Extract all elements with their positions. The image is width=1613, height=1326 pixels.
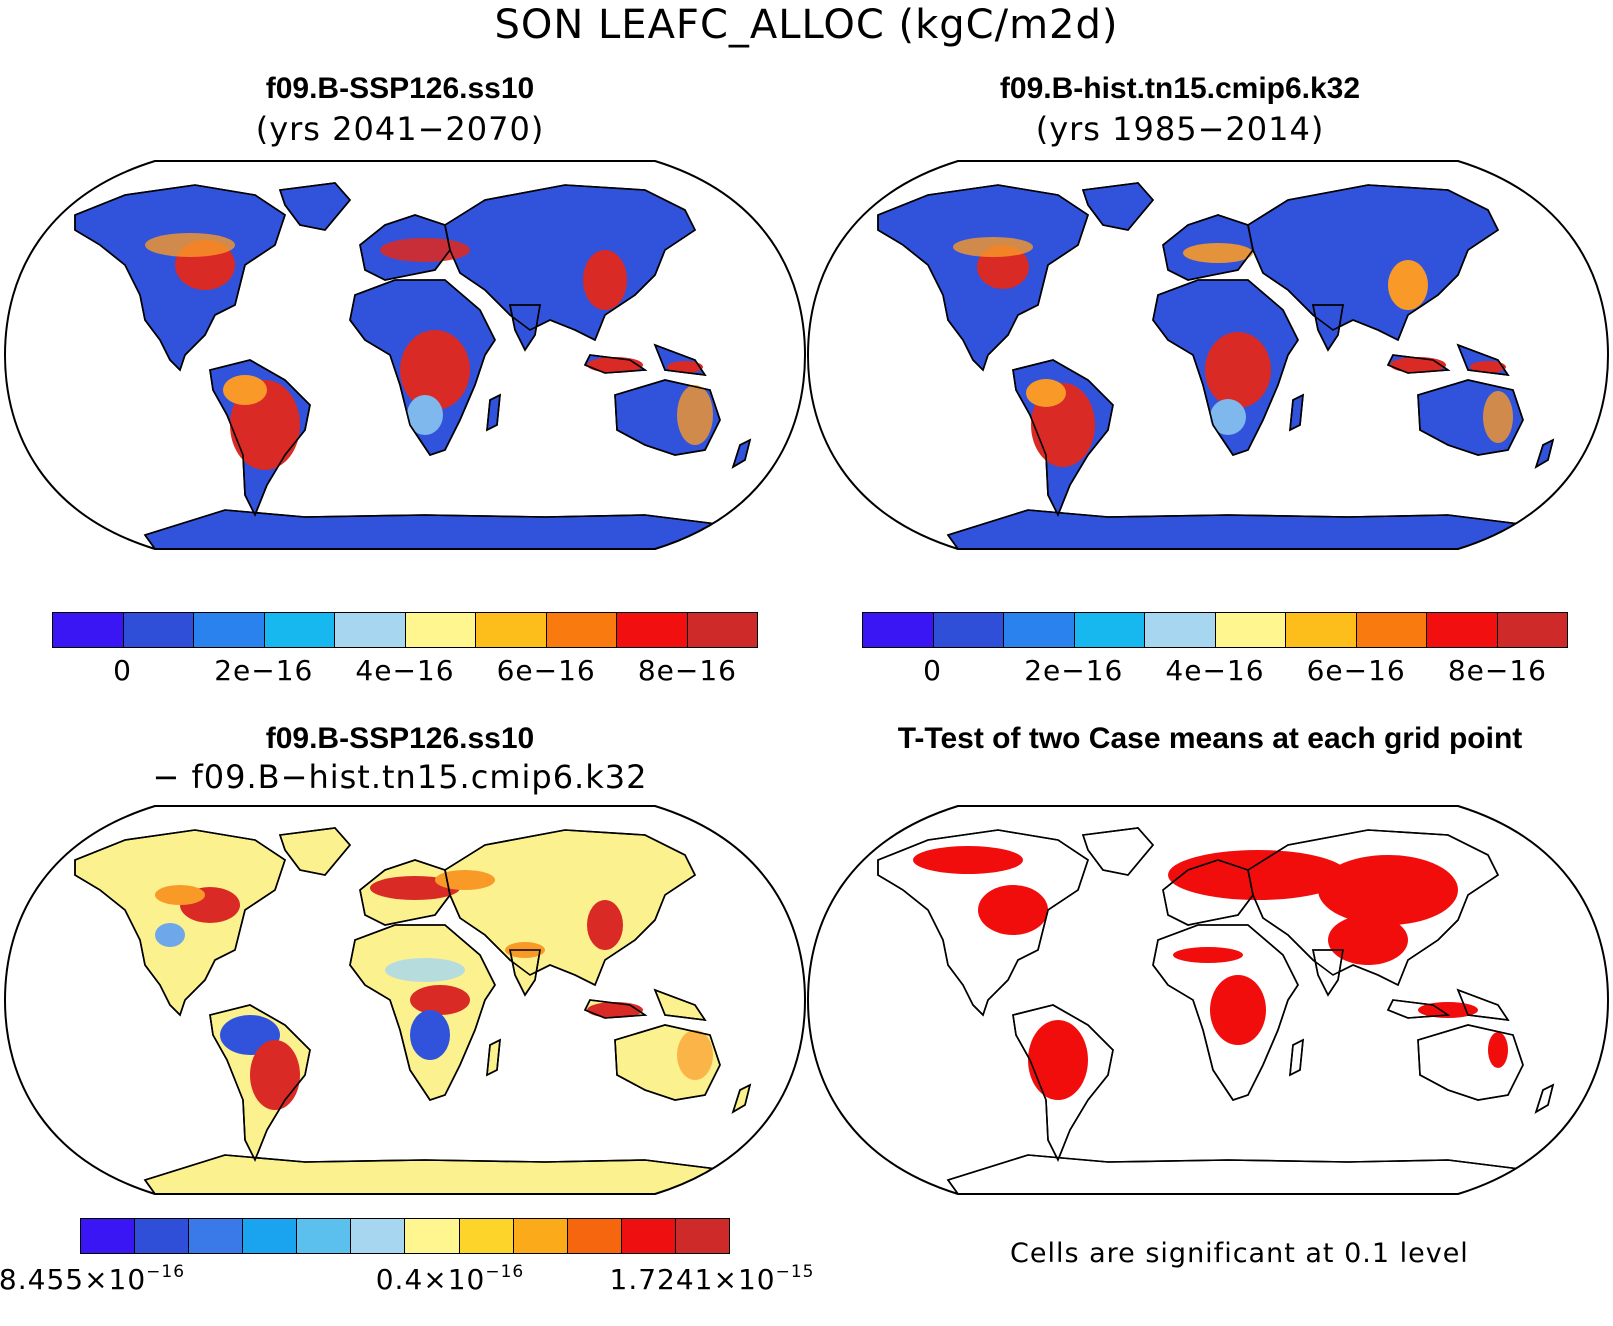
panel-1-hotspots xyxy=(145,233,713,470)
colorbar-label: 2e−16 xyxy=(214,654,314,687)
colorbar-label: 8e−16 xyxy=(1447,654,1547,687)
colorbar-swatch xyxy=(405,1219,460,1253)
colorbar-swatch xyxy=(1286,613,1357,647)
figure-title: SON LEAFC_ALLOC (kgC/m2d) xyxy=(494,2,1119,48)
colorbar-swatch xyxy=(513,1219,568,1253)
colorbar-label: 1.7241×10−15 xyxy=(609,1262,815,1296)
colorbar-swatch xyxy=(1356,613,1427,647)
panel-3-anomalies xyxy=(155,870,713,1110)
colorbar-label: 2e−16 xyxy=(1024,654,1124,687)
colorbar-label: 0 xyxy=(113,654,133,687)
panel-3-title: f09.B-SSP126.ss10 xyxy=(265,722,535,755)
panel-4-map xyxy=(806,805,1610,1195)
colorbar-swatch xyxy=(135,1219,190,1253)
colorbar-label: 6e−16 xyxy=(1306,654,1406,687)
colorbar-label: 0 xyxy=(923,654,943,687)
colorbar-swatch xyxy=(1145,613,1216,647)
colorbar-swatch xyxy=(567,1219,622,1253)
colorbar-swatch xyxy=(617,613,688,647)
panel-1-subtitle: (yrs 2041−2070) xyxy=(255,110,545,148)
panel-1-map xyxy=(3,160,807,550)
colorbar-swatch xyxy=(194,613,265,647)
colorbar-label: 8e−16 xyxy=(637,654,737,687)
colorbar-swatch xyxy=(264,613,335,647)
panel-2-title: f09.B-hist.tn15.cmip6.k32 xyxy=(999,72,1361,105)
panel-1-title: f09.B-SSP126.ss10 xyxy=(265,72,535,105)
colorbar-swatch xyxy=(546,613,617,647)
colorbar-swatch xyxy=(933,613,1004,647)
colorbar-swatch xyxy=(351,1219,406,1253)
colorbar-label: 6e−16 xyxy=(496,654,596,687)
colorbar-swatch xyxy=(123,613,194,647)
colorbar-swatch xyxy=(297,1219,352,1253)
panel-1-colorbar xyxy=(52,612,758,648)
colorbar-swatch xyxy=(863,613,934,647)
colorbar-swatch xyxy=(81,1219,136,1253)
colorbar-swatch xyxy=(621,1219,676,1253)
colorbar-swatch xyxy=(675,1219,729,1253)
panel-2-subtitle: (yrs 1985−2014) xyxy=(1035,110,1325,148)
colorbar-swatch xyxy=(53,613,124,647)
colorbar-label: 8.455×10−16 xyxy=(0,1262,186,1296)
colorbar-swatch xyxy=(1074,613,1145,647)
colorbar-swatch xyxy=(243,1219,298,1253)
panel-2-hotspots xyxy=(953,237,1513,467)
colorbar-label: 4e−16 xyxy=(355,654,455,687)
colorbar-swatch xyxy=(189,1219,244,1253)
colorbar-swatch xyxy=(1215,613,1286,647)
panel-3-colorbar xyxy=(80,1218,730,1254)
panel-4-footnote: Cells are significant at 0.1 level xyxy=(1010,1238,1469,1269)
colorbar-swatch xyxy=(335,613,406,647)
colorbar-swatch xyxy=(405,613,476,647)
panel-4-title: T-Test of two Case means at each grid po… xyxy=(897,722,1523,755)
colorbar-swatch xyxy=(1427,613,1498,647)
panel-3-subtitle: − f09.B−hist.tn15.cmip6.k32 xyxy=(152,758,648,796)
panel-2-map xyxy=(806,160,1610,550)
colorbar-swatch xyxy=(687,613,757,647)
colorbar-label: 4e−16 xyxy=(1165,654,1265,687)
colorbar-swatch xyxy=(476,613,547,647)
colorbar-swatch xyxy=(459,1219,514,1253)
panel-2-colorbar xyxy=(862,612,1568,648)
colorbar-label: 0.4×10−16 xyxy=(375,1262,525,1296)
panel-3-map xyxy=(3,805,807,1195)
panel-4-significant-cells xyxy=(913,846,1508,1100)
colorbar-swatch xyxy=(1004,613,1075,647)
colorbar-swatch xyxy=(1497,613,1567,647)
